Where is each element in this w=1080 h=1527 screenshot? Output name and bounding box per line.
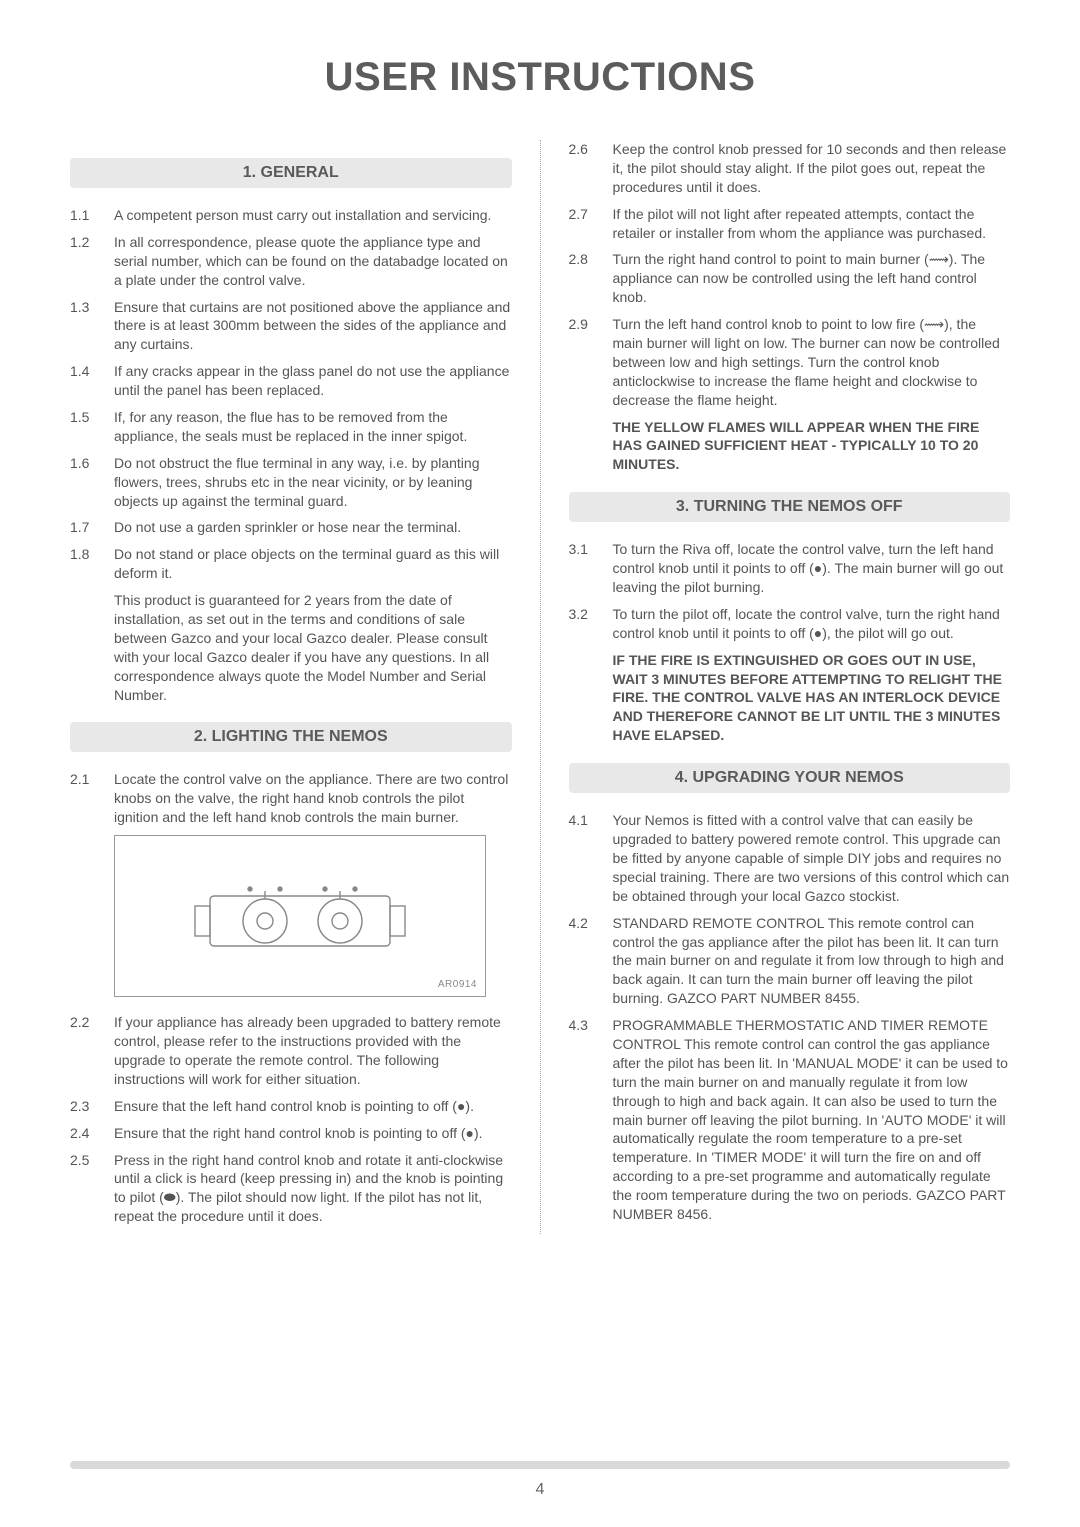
page: USER INSTRUCTIONS 1. GENERAL 1.1A compet… bbox=[0, 0, 1080, 1527]
item-2-6: 2.6Keep the control knob pressed for 10 … bbox=[569, 140, 1011, 197]
control-valve-diagram: AR0914 bbox=[114, 835, 486, 997]
item-num: 3.2 bbox=[569, 605, 613, 643]
item-num: 2.3 bbox=[70, 1097, 114, 1116]
item-2-7: 2.7If the pilot will not light after rep… bbox=[569, 205, 1011, 243]
two-column-layout: 1. GENERAL 1.1A competent person must ca… bbox=[70, 140, 1010, 1234]
item-num: 1.5 bbox=[70, 408, 114, 446]
item-2-4: 2.4Ensure that the right hand control kn… bbox=[70, 1124, 512, 1143]
page-number: 4 bbox=[0, 1481, 1080, 1499]
item-2-2: 2.2If your appliance has already been up… bbox=[70, 1013, 512, 1089]
item-num: 1.2 bbox=[70, 233, 114, 290]
item-2-8: 2.8Turn the right hand control to point … bbox=[569, 250, 1011, 307]
item-num: 1.4 bbox=[70, 362, 114, 400]
item-text: To turn the pilot off, locate the contro… bbox=[613, 605, 1011, 643]
item-1-1: 1.1A competent person must carry out ins… bbox=[70, 206, 512, 225]
item-text: Ensure that curtains are not positioned … bbox=[114, 298, 512, 355]
item-1-8: 1.8Do not stand or place objects on the … bbox=[70, 545, 512, 583]
item-text: If any cracks appear in the glass panel … bbox=[114, 362, 512, 400]
section-heading-lighting: 2. LIGHTING THE NEMOS bbox=[70, 722, 512, 752]
item-2-3: 2.3Ensure that the left hand control kno… bbox=[70, 1097, 512, 1116]
item-1-7: 1.7Do not use a garden sprinkler or hose… bbox=[70, 518, 512, 537]
left-column: 1. GENERAL 1.1A competent person must ca… bbox=[70, 140, 512, 1234]
item-num: 1.7 bbox=[70, 518, 114, 537]
item-num: 2.7 bbox=[569, 205, 613, 243]
item-num: 2.8 bbox=[569, 250, 613, 307]
item-3-2: 3.2To turn the pilot off, locate the con… bbox=[569, 605, 1011, 643]
item-text: A competent person must carry out instal… bbox=[114, 206, 512, 225]
item-num: 2.6 bbox=[569, 140, 613, 197]
page-title: USER INSTRUCTIONS bbox=[70, 55, 1010, 100]
item-1-2: 1.2In all correspondence, please quote t… bbox=[70, 233, 512, 290]
valve-illustration bbox=[185, 861, 415, 971]
item-text: Ensure that the right hand control knob … bbox=[114, 1124, 512, 1143]
item-text: If the pilot will not light after repeat… bbox=[613, 205, 1011, 243]
item-text: Do not use a garden sprinkler or hose ne… bbox=[114, 518, 512, 537]
item-num: 1.8 bbox=[70, 545, 114, 583]
item-text: STANDARD REMOTE CONTROL This remote cont… bbox=[613, 914, 1011, 1008]
item-1-8-followup: This product is guaranteed for 2 years f… bbox=[114, 591, 512, 704]
item-text: In all correspondence, please quote the … bbox=[114, 233, 512, 290]
item-1-3: 1.3Ensure that curtains are not position… bbox=[70, 298, 512, 355]
item-3-2-note: IF THE FIRE IS EXTINGUISHED OR GOES OUT … bbox=[613, 651, 1011, 745]
item-1-5: 1.5If, for any reason, the flue has to b… bbox=[70, 408, 512, 446]
item-num: 2.9 bbox=[569, 315, 613, 409]
right-column: 2.6Keep the control knob pressed for 10 … bbox=[569, 140, 1011, 1234]
item-text: Do not stand or place objects on the ter… bbox=[114, 545, 512, 583]
item-text: Turn the right hand control to point to … bbox=[613, 250, 1011, 307]
item-text: Locate the control valve on the applianc… bbox=[114, 770, 512, 827]
item-2-9: 2.9Turn the left hand control knob to po… bbox=[569, 315, 1011, 409]
item-num: 1.1 bbox=[70, 206, 114, 225]
section-heading-general: 1. GENERAL bbox=[70, 158, 512, 188]
item-2-9-note: THE YELLOW FLAMES WILL APPEAR WHEN THE F… bbox=[613, 418, 1011, 475]
diagram-reference: AR0914 bbox=[438, 979, 477, 990]
item-num: 1.3 bbox=[70, 298, 114, 355]
item-num: 3.1 bbox=[569, 540, 613, 597]
item-num: 1.6 bbox=[70, 454, 114, 511]
item-4-1: 4.1Your Nemos is fitted with a control v… bbox=[569, 811, 1011, 905]
column-divider bbox=[540, 140, 541, 1234]
footer-rule bbox=[70, 1461, 1010, 1469]
item-4-3: 4.3PROGRAMMABLE THERMOSTATIC AND TIMER R… bbox=[569, 1016, 1011, 1224]
item-text: Do not obstruct the flue terminal in any… bbox=[114, 454, 512, 511]
item-num: 4.1 bbox=[569, 811, 613, 905]
item-text: Your Nemos is fitted with a control valv… bbox=[613, 811, 1011, 905]
item-text: If, for any reason, the flue has to be r… bbox=[114, 408, 512, 446]
item-3-1: 3.1To turn the Riva off, locate the cont… bbox=[569, 540, 1011, 597]
item-num: 2.2 bbox=[70, 1013, 114, 1089]
item-text: Turn the left hand control knob to point… bbox=[613, 315, 1011, 409]
item-text: PROGRAMMABLE THERMOSTATIC AND TIMER REMO… bbox=[613, 1016, 1011, 1224]
item-text: If your appliance has already been upgra… bbox=[114, 1013, 512, 1089]
item-num: 4.3 bbox=[569, 1016, 613, 1224]
section-heading-upgrading: 4. UPGRADING YOUR NEMOS bbox=[569, 763, 1011, 793]
item-num: 2.4 bbox=[70, 1124, 114, 1143]
section-heading-turning-off: 3. TURNING THE NEMOS OFF bbox=[569, 492, 1011, 522]
item-2-1: 2.1Locate the control valve on the appli… bbox=[70, 770, 512, 827]
item-num: 2.5 bbox=[70, 1151, 114, 1227]
item-4-2: 4.2STANDARD REMOTE CONTROL This remote c… bbox=[569, 914, 1011, 1008]
item-text: To turn the Riva off, locate the control… bbox=[613, 540, 1011, 597]
item-1-4: 1.4If any cracks appear in the glass pan… bbox=[70, 362, 512, 400]
item-text: Ensure that the left hand control knob i… bbox=[114, 1097, 512, 1116]
item-1-6: 1.6Do not obstruct the flue terminal in … bbox=[70, 454, 512, 511]
item-2-5: 2.5Press in the right hand control knob … bbox=[70, 1151, 512, 1227]
item-num: 4.2 bbox=[569, 914, 613, 1008]
item-text: Keep the control knob pressed for 10 sec… bbox=[613, 140, 1011, 197]
item-num: 2.1 bbox=[70, 770, 114, 827]
item-text: Press in the right hand control knob and… bbox=[114, 1151, 512, 1227]
